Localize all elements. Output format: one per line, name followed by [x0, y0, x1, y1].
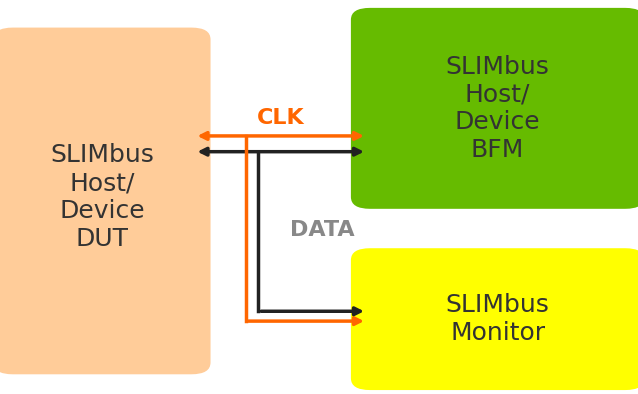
FancyBboxPatch shape: [351, 248, 638, 390]
FancyBboxPatch shape: [0, 28, 211, 374]
Text: SLIMbus
Monitor: SLIMbus Monitor: [446, 293, 549, 345]
FancyBboxPatch shape: [351, 8, 638, 209]
Text: SLIMbus
Host/
Device
BFM: SLIMbus Host/ Device BFM: [446, 55, 549, 162]
Text: SLIMbus
Host/
Device
DUT: SLIMbus Host/ Device DUT: [50, 143, 154, 251]
Text: CLK: CLK: [257, 108, 304, 128]
Text: DATA: DATA: [290, 221, 355, 240]
